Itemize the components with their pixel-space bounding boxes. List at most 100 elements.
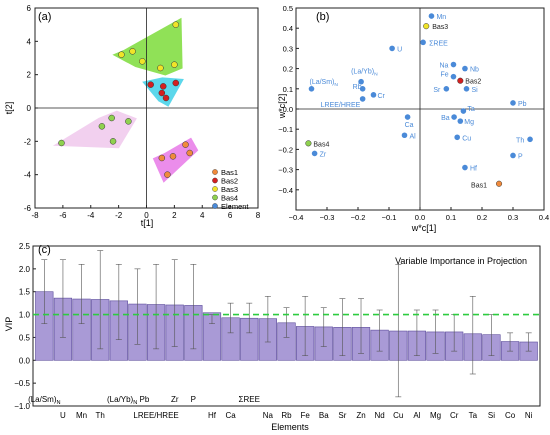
- panel-b-point-si: [463, 86, 470, 92]
- panel-b-point-label: Cr: [378, 93, 386, 100]
- panel-b-point-mg: [457, 118, 464, 124]
- panel-a-y-tick-label: -6: [24, 204, 32, 213]
- panel-a-point-bas3: [157, 64, 164, 72]
- panel-a-point-bas3: [139, 58, 146, 65]
- panel-b-axes: −0.4 −0.3 −0.2 −0.1 0.0 0.1 0.2 0.3 0.4 −0.4 −0.3 −…: [278, 4, 549, 222]
- panel-b-point-zr: [311, 150, 318, 157]
- panel-b-point-bas2: [457, 77, 464, 84]
- panel-a-x-tick-label: -6: [59, 211, 67, 220]
- panel-b-point-ba: [451, 114, 457, 120]
- panel-a-point-bas1: [158, 154, 166, 162]
- panel-c-category-label: Cr: [450, 411, 459, 420]
- panel-a-legend-marker: [212, 169, 218, 175]
- panel-a-y-axis-label: t[2]: [4, 102, 14, 115]
- panel-b-point-label: Mg: [464, 119, 474, 126]
- panel-a-legend-marker: [212, 194, 218, 201]
- panel-b-point-cu: [454, 134, 461, 141]
- panel-a-y-tick-label: 0: [27, 104, 32, 113]
- panel-b-point--la-sm-n: [308, 86, 315, 92]
- panel-a-point-bas4: [58, 139, 65, 147]
- panel-a-point-bas1: [182, 141, 189, 148]
- panel-c-category-label: Hf: [208, 411, 217, 420]
- panel-b-point-fe: [450, 73, 457, 80]
- panel-c-category-label: Ni: [525, 411, 533, 420]
- panel-a-hull-bas3: [112, 17, 183, 76]
- panel-c-category-label: Zr: [171, 395, 179, 404]
- panel-b-x-tick-label: 0.1: [446, 213, 456, 222]
- panel-c-category-label: Th: [96, 411, 105, 420]
- panel-b-y-tick-label: −0.4: [278, 186, 293, 195]
- panel-c-y-tick-label: 1.0: [19, 311, 31, 320]
- panel-c-category-label: U: [60, 411, 66, 420]
- panel-c-category-labels: (La/Sm)N (La/Yb)N Pb Zr P ΣREE U Mn Th LREE/HREE…: [28, 395, 533, 420]
- panel-b-point--ree: [420, 39, 426, 46]
- panel-b-x-tick-label: −0.3: [320, 213, 335, 222]
- panel-b-point-sr: [443, 86, 450, 92]
- panel-c-category-label: Na: [263, 411, 274, 420]
- panel-b-point-label: Zr: [320, 151, 327, 158]
- panel-a-legend-label: Bas2: [221, 177, 238, 186]
- panel-c-category-label: Fe: [300, 411, 310, 420]
- panel-a-point-bas3: [171, 61, 178, 68]
- panel-a-hull-bas4: [52, 110, 137, 149]
- panel-b-point-label: ΣREE: [429, 40, 448, 47]
- panel-b-point-rb: [359, 86, 366, 92]
- panel-a-point-bas2: [159, 83, 167, 90]
- panel-a-x-tick-label: 2: [172, 211, 177, 220]
- panel-c-y-tick-label: 2.0: [19, 265, 31, 274]
- panel-b-point-th: [527, 136, 533, 143]
- panel-b-y-tick-label: −0.2: [278, 145, 293, 154]
- panel-b-x-tick-label: 0.4: [539, 213, 549, 222]
- panel-b-point-label: (La/Sm)N: [310, 79, 339, 88]
- panel-b-point-label: Nb: [470, 67, 479, 74]
- panel-a-x-tick-label: -8: [31, 211, 39, 220]
- panel-a-point-bas2: [147, 81, 154, 88]
- panel-c-category-label: Ba: [319, 411, 329, 420]
- panel-a-point-bas1: [169, 153, 177, 160]
- panel-c-category-label: P: [191, 395, 196, 404]
- panel-c-y-axis-label: VIP: [4, 317, 14, 332]
- panel-b-point-hf: [462, 164, 468, 171]
- panel-b-point-na: [450, 61, 457, 68]
- panel-a-y-tick-label: -2: [24, 137, 32, 146]
- panel-a-legend-marker: [212, 177, 218, 184]
- panel-b-x-axis-label: w*c[1]: [411, 223, 437, 233]
- panel-a-x-axis-label: t[1]: [141, 218, 154, 228]
- panel-a-point-bas1: [164, 171, 171, 178]
- panel-b-y-tick-label: −0.1: [278, 125, 293, 134]
- panel-c-category-label: (La/Yb)N Pb: [107, 395, 150, 406]
- panel-c-category-label: Al: [413, 411, 420, 420]
- panel-a-x-tick-label: -4: [87, 211, 95, 220]
- panel-a-x-tick-label: 0: [144, 211, 149, 220]
- panel-c-category-label: (La/Sm)N: [28, 395, 61, 406]
- panel-b-y-tick-label: −0.3: [278, 166, 293, 175]
- panel-b-point-label: Rb: [353, 84, 362, 91]
- panel-a-legend-label: Bas3: [221, 185, 238, 194]
- panel-a-point-bas4: [125, 118, 132, 125]
- panel-c-category-label: Ca: [225, 411, 236, 420]
- panel-b-point-label: Th: [516, 137, 524, 144]
- panel-a-label: (a): [38, 11, 51, 23]
- panel-c-category-label: LREE/HREE: [133, 411, 178, 420]
- panel-b-point-label: LREE/HREE: [321, 102, 361, 109]
- panel-c-bars: [33, 250, 540, 398]
- panel-b-point-bas4: [305, 140, 312, 147]
- panel-b-point-pb: [510, 100, 516, 106]
- panel-c-category-label: Zn: [356, 411, 365, 420]
- panel-b-point-label: Hf: [470, 166, 477, 173]
- panel-a-x-tick-label: 6: [228, 211, 233, 220]
- panel-b-x-tick-label: −0.4: [289, 213, 304, 222]
- panel-b-x-tick-label: 0.0: [415, 213, 425, 222]
- panel-b-y-axis-label: w*c[2]: [277, 94, 287, 120]
- panel-b-point-ca: [404, 114, 411, 120]
- panel-b-point-label: U: [397, 46, 402, 53]
- panel-b-point-u: [389, 45, 395, 52]
- panel-b-x-tick-label: 0.2: [477, 213, 487, 222]
- panel-b-point-label: Ca: [405, 122, 414, 129]
- panel-a-point-bas4: [108, 114, 115, 122]
- panel-b-point-label: Pb: [518, 101, 527, 108]
- panel-c-title: Variable Importance in Projection: [395, 256, 527, 266]
